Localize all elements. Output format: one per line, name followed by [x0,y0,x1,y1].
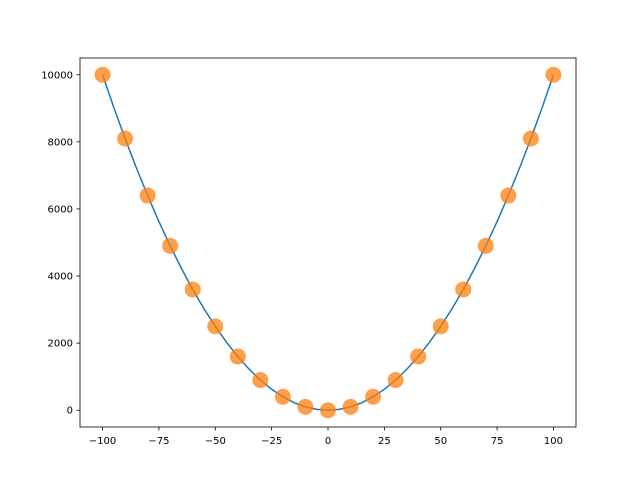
x-tick-label: 25 [378,436,391,447]
x-tick-label: 100 [544,436,563,447]
scatter-point [455,281,472,298]
scatter-point [365,388,382,405]
scatter-point [94,66,111,83]
scatter-point [545,66,562,83]
plot-area [94,66,562,419]
scatter-point [229,348,246,365]
x-tick-label: −25 [261,436,282,447]
x-tick-label: −75 [148,436,169,447]
scatter-point [320,402,336,419]
scatter-point [274,388,291,405]
scatter-point [387,372,404,389]
y-tick-label: 0 [67,406,73,417]
x-tick-label: −50 [205,436,226,447]
scatter-point [410,348,427,365]
scatter-point [184,281,201,298]
y-tick-label: 2000 [48,339,73,350]
y-tick-label: 4000 [48,272,73,283]
y-tick-label: 8000 [48,137,73,148]
scatter-point [139,187,156,204]
x-tick-label: 50 [434,436,447,447]
y-tick-label: 6000 [48,204,73,215]
scatter-point [522,130,539,147]
scatter-point [432,318,449,335]
scatter-point [342,398,359,415]
x-tick-label: 75 [491,436,504,447]
scatter-point [297,398,314,415]
x-tick-label: 0 [325,436,331,447]
x-tick-label: −100 [89,436,116,447]
scatter-point [477,237,494,254]
scatter-point [117,130,134,147]
scatter-point [500,187,517,204]
scatter-point [252,372,269,389]
y-tick-label: 10000 [41,70,73,81]
scatter-point [207,318,224,335]
scatter-point [162,237,179,254]
